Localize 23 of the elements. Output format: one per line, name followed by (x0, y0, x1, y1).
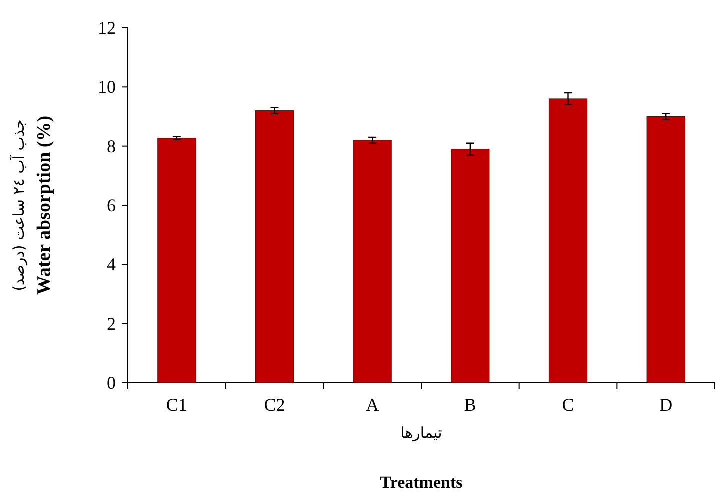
x-tick-label: C (562, 395, 574, 415)
bar (451, 148, 490, 384)
bar (255, 110, 294, 384)
y-tick-label: 10 (98, 77, 116, 98)
x-tick-label: C1 (166, 395, 188, 415)
y-tick-label: 4 (107, 254, 116, 275)
x-axis-title: تیمارها (400, 424, 442, 442)
y-tick-label: 0 (107, 373, 116, 393)
y-tick-label: 8 (107, 136, 116, 156)
y-axis-title: Water absorption (%) (34, 116, 55, 296)
bar (548, 98, 588, 384)
x-tick-label: D (660, 395, 673, 415)
y-tick-label: 12 (98, 18, 116, 38)
y-tick-label: 2 (107, 314, 116, 334)
text: Treatments (380, 473, 464, 492)
y-tick-label: 6 (107, 196, 116, 216)
text: جذب آب ٢٤ ساعت (درصد) (9, 120, 28, 292)
bar (646, 116, 686, 384)
bar (353, 140, 392, 384)
x-tick-label: B (464, 395, 476, 415)
x-tick-label: C2 (264, 395, 286, 415)
bar (158, 138, 196, 384)
x-tick-label: A (366, 395, 380, 415)
